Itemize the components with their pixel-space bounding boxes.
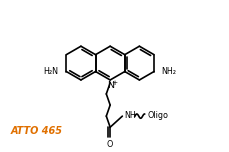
Text: ATTO 465: ATTO 465: [11, 126, 63, 136]
Text: Oligo: Oligo: [147, 111, 168, 120]
Text: NH: NH: [124, 111, 136, 120]
Text: +: +: [112, 80, 117, 86]
Text: O: O: [107, 140, 113, 149]
Text: N: N: [107, 81, 114, 90]
Text: H₂N: H₂N: [44, 67, 59, 76]
Text: NH₂: NH₂: [162, 67, 177, 76]
